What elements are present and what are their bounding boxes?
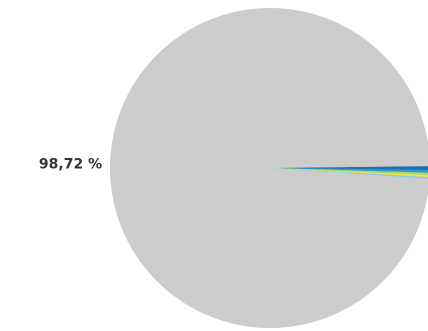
pie-slices: [110, 8, 428, 329]
pie-labels: 98,72 %: [39, 156, 102, 172]
pie-slice-label-0: 98,72 %: [39, 156, 102, 172]
pie-slice-0: [110, 8, 428, 329]
pie-slice-1: [269, 165, 428, 171]
pie-slice-5: [269, 167, 428, 179]
